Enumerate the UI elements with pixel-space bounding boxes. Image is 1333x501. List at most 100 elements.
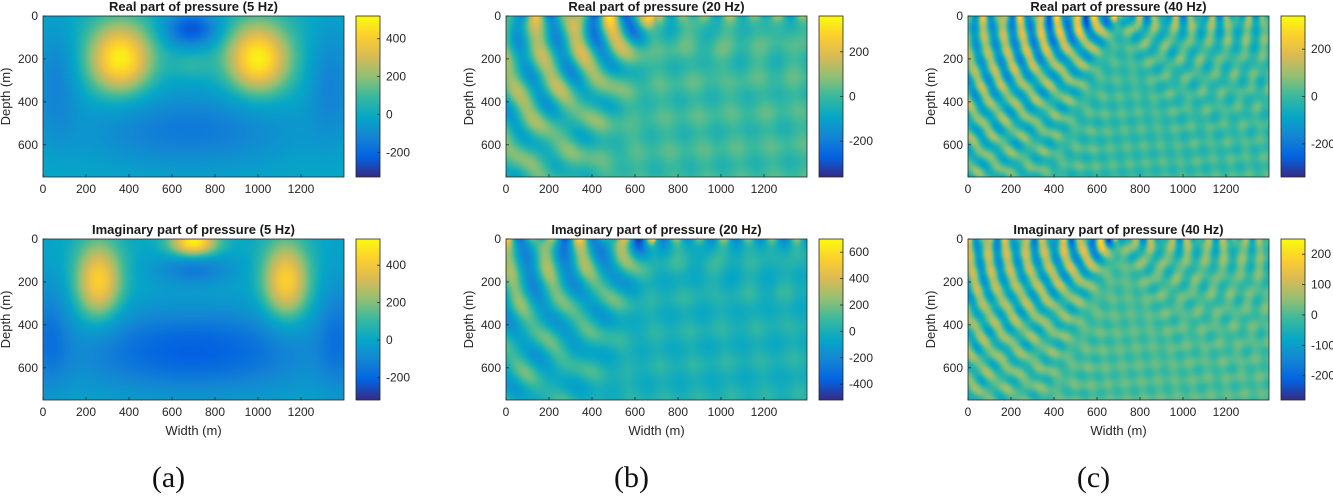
x-tick-label: 0 bbox=[40, 405, 47, 419]
x-tick-label: 200 bbox=[76, 182, 96, 196]
colorbar-tick-label: 0 bbox=[1311, 308, 1318, 322]
x-tick-label: 0 bbox=[40, 182, 47, 196]
x-tick-label: 400 bbox=[1044, 182, 1064, 196]
y-tick-label: 600 bbox=[18, 138, 38, 152]
x-tick-label: 1000 bbox=[245, 405, 272, 419]
x-axis-label: Width (m) bbox=[1090, 423, 1146, 438]
y-axis-label: Depth (m) bbox=[923, 68, 938, 126]
colorbar-tick-label: -200 bbox=[1311, 137, 1333, 151]
y-tick-label: 0 bbox=[494, 9, 501, 23]
subfigure-caption: (c) bbox=[1077, 461, 1110, 494]
x-tick-label: 1200 bbox=[1213, 182, 1240, 196]
heatmap-panel: Imaginary part of pressure (5 Hz) 0 200 400… bbox=[0, 222, 410, 438]
y-tick-label: 400 bbox=[481, 318, 501, 332]
y-tick-label: 200 bbox=[481, 52, 501, 66]
heatmap-image bbox=[506, 239, 807, 400]
x-tick-label: 600 bbox=[625, 182, 645, 196]
panel-title: Real part of pressure (5 Hz) bbox=[109, 0, 278, 14]
x-tick-label: 600 bbox=[1087, 405, 1107, 419]
heatmap-panel: Imaginary part of pressure (40 Hz) 0 200 40… bbox=[923, 222, 1333, 438]
x-tick-label: 800 bbox=[668, 182, 688, 196]
subfigure-caption: (b) bbox=[614, 461, 649, 494]
colorbar-tick-label: 400 bbox=[386, 32, 406, 46]
x-tick-label: 1200 bbox=[288, 182, 315, 196]
colorbar-tick-label: 400 bbox=[849, 272, 869, 286]
y-tick-label: 400 bbox=[481, 95, 501, 109]
colorbar-tick-label: 200 bbox=[849, 298, 869, 312]
y-tick-label: 600 bbox=[18, 361, 38, 375]
y-tick-label: 0 bbox=[956, 232, 963, 246]
heatmap-image bbox=[968, 16, 1269, 177]
y-tick-label: 0 bbox=[31, 232, 38, 246]
x-tick-label: 200 bbox=[1001, 405, 1021, 419]
panel-title: Imaginary part of pressure (40 Hz) bbox=[1013, 222, 1223, 237]
panel-title: Real part of pressure (40 Hz) bbox=[1030, 0, 1206, 14]
colorbar-tick-label: -200 bbox=[849, 351, 873, 365]
colorbar-tick-label: 200 bbox=[1311, 247, 1331, 261]
y-axis-label: Depth (m) bbox=[0, 68, 13, 126]
x-tick-label: 200 bbox=[539, 182, 559, 196]
panel-title: Real part of pressure (20 Hz) bbox=[568, 0, 744, 14]
plot-frame bbox=[967, 15, 1270, 178]
heatmap-panel: Real part of pressure (5 Hz) 0 200 400 600 80… bbox=[0, 0, 410, 196]
y-tick-label: 400 bbox=[943, 318, 963, 332]
x-tick-label: 600 bbox=[625, 405, 645, 419]
colorbar-tick-label: -200 bbox=[386, 371, 410, 385]
x-tick-label: 0 bbox=[965, 405, 972, 419]
y-tick-label: 0 bbox=[956, 9, 963, 23]
x-tick-label: 1200 bbox=[288, 405, 315, 419]
x-tick-label: 800 bbox=[1130, 182, 1150, 196]
colorbar-tick-label: 0 bbox=[1311, 90, 1318, 104]
x-tick-label: 1000 bbox=[708, 182, 735, 196]
y-axis-label: Depth (m) bbox=[0, 291, 13, 349]
panel-title: Imaginary part of pressure (5 Hz) bbox=[92, 222, 295, 237]
heatmap-image bbox=[968, 239, 1269, 400]
x-tick-label: 600 bbox=[162, 182, 182, 196]
colorbar bbox=[355, 15, 381, 178]
y-tick-label: 200 bbox=[18, 275, 38, 289]
y-tick-label: 400 bbox=[943, 95, 963, 109]
colorbar-tick-label: -100 bbox=[1311, 338, 1333, 352]
plot-frame bbox=[42, 15, 345, 178]
colorbar-tick-label: -200 bbox=[386, 145, 410, 159]
x-tick-label: 800 bbox=[205, 405, 225, 419]
x-tick-label: 1000 bbox=[1170, 405, 1197, 419]
x-tick-label: 400 bbox=[119, 182, 139, 196]
y-tick-label: 200 bbox=[481, 275, 501, 289]
colorbar-tick-label: 400 bbox=[386, 258, 406, 272]
colorbar-tick-label: -200 bbox=[1311, 369, 1333, 383]
x-tick-label: 0 bbox=[503, 182, 510, 196]
x-tick-label: 1000 bbox=[245, 182, 272, 196]
colorbar bbox=[818, 238, 844, 401]
x-tick-label: 1000 bbox=[1170, 182, 1197, 196]
x-axis-label: Width (m) bbox=[628, 423, 684, 438]
colorbar-tick-label: 0 bbox=[849, 324, 856, 338]
colorbar bbox=[355, 238, 381, 401]
panel-title: Imaginary part of pressure (20 Hz) bbox=[551, 222, 761, 237]
x-tick-label: 1200 bbox=[1213, 405, 1240, 419]
y-axis-label: Depth (m) bbox=[923, 291, 938, 349]
colorbar-tick-label: 0 bbox=[849, 90, 856, 104]
colorbar-tick-label: 200 bbox=[1311, 42, 1331, 56]
subfigure-caption: (a) bbox=[152, 461, 185, 494]
y-tick-label: 0 bbox=[31, 9, 38, 23]
heatmap-panel: Real part of pressure (20 Hz) 0 200 400 600 8… bbox=[461, 0, 873, 196]
x-tick-label: 0 bbox=[965, 182, 972, 196]
colorbar-tick-label: 200 bbox=[386, 70, 406, 84]
x-axis-label: Width (m) bbox=[165, 423, 221, 438]
plot-frame bbox=[505, 15, 808, 178]
colorbar bbox=[1280, 15, 1306, 178]
x-tick-label: 800 bbox=[1130, 405, 1150, 419]
x-tick-label: 1200 bbox=[751, 182, 778, 196]
x-tick-label: 0 bbox=[503, 405, 510, 419]
y-tick-label: 200 bbox=[18, 52, 38, 66]
x-tick-label: 600 bbox=[1087, 182, 1107, 196]
x-tick-label: 400 bbox=[1044, 405, 1064, 419]
colorbar-tick-label: 0 bbox=[386, 333, 393, 347]
colorbar-tick-label: 200 bbox=[386, 296, 406, 310]
x-tick-label: 800 bbox=[205, 182, 225, 196]
x-tick-label: 1000 bbox=[708, 405, 735, 419]
x-tick-label: 800 bbox=[668, 405, 688, 419]
colorbar bbox=[818, 15, 844, 178]
y-tick-label: 600 bbox=[943, 361, 963, 375]
